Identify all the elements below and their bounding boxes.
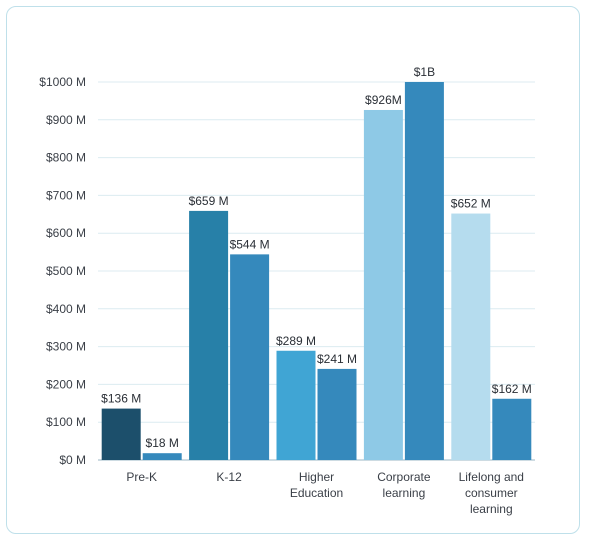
data-label: $162 M	[492, 382, 532, 396]
category-label: Pre-K	[126, 470, 157, 484]
y-tick-label: $600 M	[46, 226, 86, 240]
y-tick-label: $200 M	[46, 377, 86, 391]
bar	[451, 213, 491, 460]
data-label: $18 M	[146, 436, 179, 450]
category-label: Higher Education	[290, 470, 343, 500]
data-label: $1B	[414, 65, 435, 79]
bar	[363, 109, 403, 461]
data-label: $926M	[365, 93, 402, 107]
bars	[101, 82, 532, 461]
y-axis-tick-labels: $0 M $100 M $200 M $300 M $400 M $500 M $600 M…	[39, 75, 86, 467]
y-tick-label: $1000 M	[39, 75, 86, 89]
data-label: $652 M	[451, 197, 491, 211]
y-tick-label: $500 M	[46, 264, 86, 278]
bar	[276, 350, 316, 460]
bar	[189, 210, 229, 460]
bar	[142, 453, 182, 460]
y-tick-label: $400 M	[46, 302, 86, 316]
data-label: $241 M	[317, 352, 357, 366]
data-labels: $136 M $18 M $659 M $544 M $289 M$241 M $926M…	[101, 65, 532, 450]
y-tick-label: $900 M	[46, 113, 86, 127]
y-tick-label: $0 M	[59, 453, 86, 467]
bar	[101, 408, 141, 460]
category-label: Corporate learning	[377, 470, 431, 500]
data-label: $289 M	[276, 334, 316, 348]
bar	[492, 398, 532, 460]
bar	[404, 82, 444, 460]
data-label: $136 M	[101, 392, 141, 406]
y-tick-label: $100 M	[46, 415, 86, 429]
bar	[230, 254, 270, 460]
y-tick-label: $800 M	[46, 151, 86, 165]
data-label: $659 M	[189, 194, 229, 208]
bar	[317, 368, 357, 460]
y-tick-label: $300 M	[46, 340, 86, 354]
category-label: K-12	[216, 470, 242, 484]
category-label: Lifelong and consumer learning	[459, 470, 524, 516]
y-tick-label: $700 M	[46, 188, 86, 202]
category-labels: Pre-K K-12 Higher Education Corporate learnin…	[126, 470, 524, 516]
data-label: $544 M	[230, 237, 270, 251]
